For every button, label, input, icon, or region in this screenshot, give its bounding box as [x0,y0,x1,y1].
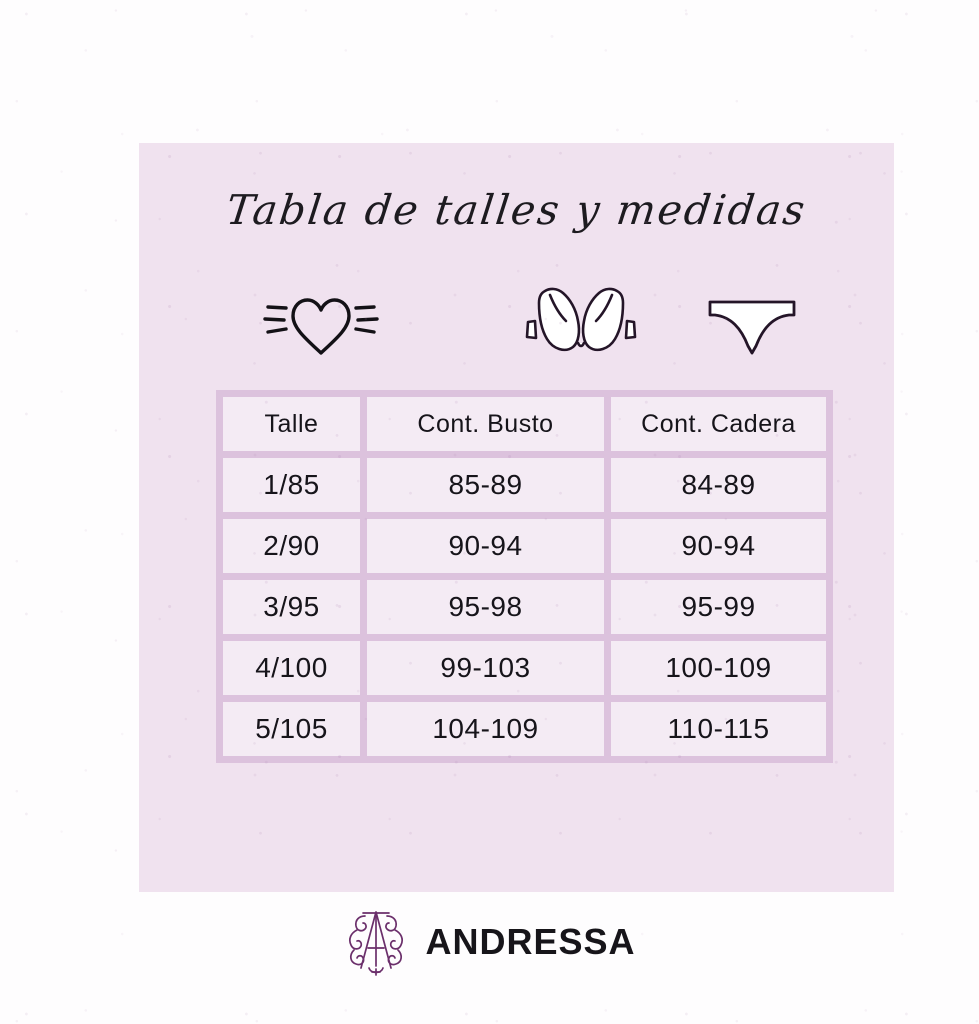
cell-cadera: 95-99 [611,580,826,634]
brand-name: ANDRESSA [425,921,636,962]
table-row: 1/85 85-89 84-89 [223,458,826,512]
table-header-cadera: Cont. Cadera [611,397,826,451]
table-header-talle: Talle [223,397,360,451]
cell-cadera: 84-89 [611,458,826,512]
cell-busto: 90-94 [367,519,604,573]
table-row: 3/95 95-98 95-99 [223,580,826,634]
brand-footer: ANDRESSA [0,902,979,982]
table-row: 5/105 104-109 110-115 [223,702,826,756]
bra-icon [525,287,637,352]
panty-icon [708,300,795,354]
icon-row [139,271,894,371]
table-row: 2/90 90-94 90-94 [223,519,826,573]
table-header-row: Talle Cont. Busto Cont. Cadera [223,397,826,451]
heart-icon [263,298,379,355]
cell-talle: 3/95 [223,580,360,634]
cell-cadera: 110-115 [611,702,826,756]
panty-icon-slot [609,271,894,371]
cell-busto: 104-109 [367,702,604,756]
table-header-busto: Cont. Busto [367,397,604,451]
cell-cadera: 90-94 [611,519,826,573]
size-table: Talle Cont. Busto Cont. Cadera 1/85 85-8… [216,390,833,763]
heart-icon-slot [181,271,461,371]
table-row: 4/100 99-103 100-109 [223,641,826,695]
cell-talle: 4/100 [223,641,360,695]
cell-talle: 1/85 [223,458,360,512]
cell-talle: 5/105 [223,702,360,756]
andressa-monogram-logo [349,911,404,976]
cell-busto: 95-98 [367,580,604,634]
cell-busto: 85-89 [367,458,604,512]
bra-icon-slot [461,271,701,371]
cell-busto: 99-103 [367,641,604,695]
cell-talle: 2/90 [223,519,360,573]
size-chart-card: Tabla de talles y medidas [139,143,894,892]
cell-cadera: 100-109 [611,641,826,695]
page-title: Tabla de talles y medidas [223,186,810,234]
